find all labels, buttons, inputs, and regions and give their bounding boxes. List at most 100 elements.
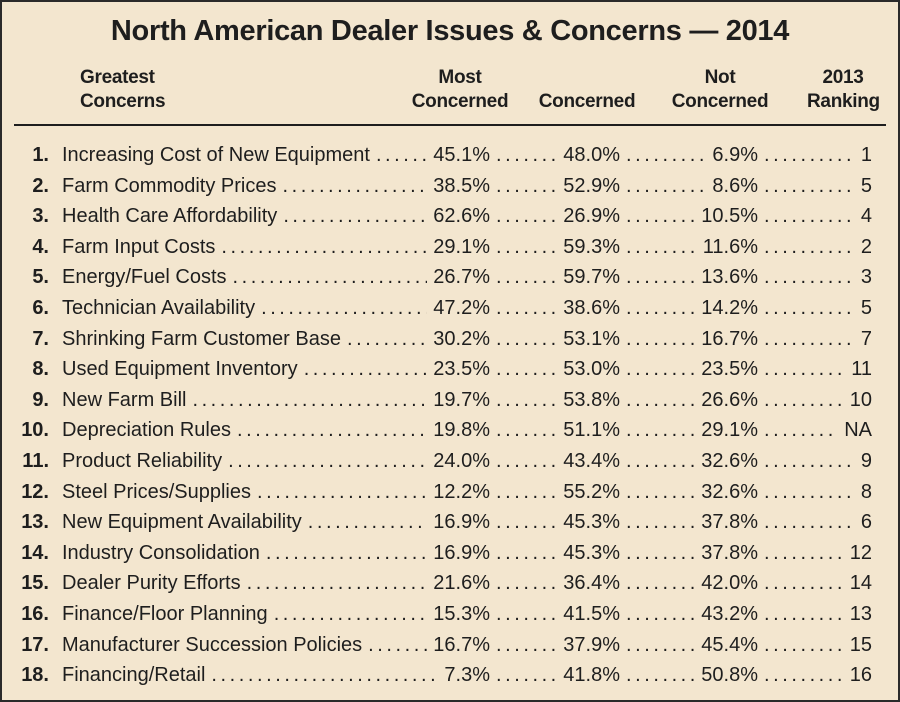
row-number: 18. bbox=[21, 664, 49, 687]
concerned-value: 41.8% bbox=[563, 664, 620, 687]
header-line: Most bbox=[438, 67, 482, 88]
leader-dots bbox=[496, 568, 557, 598]
ranking-2013-value: 12 bbox=[849, 541, 872, 564]
leader-dots bbox=[247, 568, 428, 598]
header-line: Concerned bbox=[538, 91, 636, 112]
most-concerned-value: 47.2% bbox=[433, 296, 490, 319]
table-row: 5. Energy/Fuel Costs 26.7% 59.7% 13.6% 3 bbox=[2, 262, 900, 293]
table-row: 6. Technician Availability 47.2% 38.6% 14.2%… bbox=[2, 293, 900, 324]
row-number: 4. bbox=[32, 235, 49, 258]
most-concerned-value: 16.9% bbox=[433, 511, 490, 534]
table-row: 11. Product Reliability 24.0% 43.4% 32.6% 9 bbox=[2, 446, 900, 477]
header-line: Concerns bbox=[80, 91, 166, 112]
ranking-2013-value: 5 bbox=[860, 296, 872, 319]
most-concerned-value: 16.7% bbox=[433, 633, 490, 656]
not-concerned-value: 32.6% bbox=[701, 480, 758, 503]
ranking-2013-value: 4 bbox=[860, 205, 872, 228]
table-title: North American Dealer Issues & Concerns … bbox=[110, 15, 790, 47]
leader-dots bbox=[626, 201, 695, 231]
most-concerned-value: 16.9% bbox=[433, 541, 490, 564]
row-number: 5. bbox=[32, 266, 49, 289]
row-number: 16. bbox=[21, 602, 49, 625]
concern-label: Depreciation Rules bbox=[62, 419, 231, 442]
leader-dots bbox=[228, 446, 427, 476]
not-concerned-value: 32.6% bbox=[701, 449, 758, 472]
concerns-table-body: 1. Increasing Cost of New Equipment 45.1% 4… bbox=[2, 140, 900, 691]
concern-label: Used Equipment Inventory bbox=[62, 358, 298, 381]
leader-dots bbox=[282, 171, 427, 201]
leader-dots bbox=[496, 140, 557, 170]
leader-dots bbox=[496, 293, 557, 323]
row-number: 15. bbox=[21, 572, 49, 595]
concerned-value: 52.9% bbox=[563, 174, 620, 197]
leader-dots bbox=[626, 140, 706, 170]
leader-dots bbox=[764, 660, 844, 690]
table-row: 18. Financing/Retail 7.3% 41.8% 50.8% 16 bbox=[2, 660, 900, 691]
leader-dots bbox=[764, 354, 845, 384]
leader-dots bbox=[274, 599, 428, 629]
leader-dots bbox=[764, 630, 844, 660]
concern-label: Health Care Affordability bbox=[62, 205, 278, 228]
not-concerned-value: 16.7% bbox=[701, 327, 758, 350]
concerned-value: 45.3% bbox=[563, 511, 620, 534]
table-row: 17. Manufacturer Succession Policies 16.7%… bbox=[2, 630, 900, 661]
row-number: 10. bbox=[21, 419, 49, 442]
header-line: 2013 bbox=[822, 67, 864, 88]
most-concerned-value: 12.2% bbox=[433, 480, 490, 503]
concerned-value: 45.3% bbox=[563, 541, 620, 564]
row-number: 11. bbox=[22, 449, 49, 472]
row-number: 9. bbox=[32, 388, 49, 411]
leader-dots bbox=[764, 538, 844, 568]
concerned-value: 26.9% bbox=[563, 205, 620, 228]
concerned-value: 53.8% bbox=[563, 388, 620, 411]
ranking-2013-value: 15 bbox=[849, 633, 872, 656]
most-concerned-value: 26.7% bbox=[433, 266, 490, 289]
concerned-value: 59.7% bbox=[563, 266, 620, 289]
not-concerned-value: 42.0% bbox=[701, 572, 758, 595]
leader-dots bbox=[192, 385, 427, 415]
concern-label: Financing/Retail bbox=[62, 664, 206, 687]
leader-dots bbox=[233, 262, 428, 292]
ranking-2013-value: 2 bbox=[860, 235, 872, 258]
leader-dots bbox=[221, 232, 427, 262]
not-concerned-value: 6.9% bbox=[712, 144, 758, 166]
ranking-2013-value: 9 bbox=[860, 449, 872, 472]
row-number: 8. bbox=[32, 358, 49, 381]
table-row: 14. Industry Consolidation 16.9% 45.3% 37.8%… bbox=[2, 538, 900, 569]
not-concerned-value: 50.8% bbox=[701, 664, 758, 687]
leader-dots bbox=[496, 446, 557, 476]
table-row: 2. Farm Commodity Prices 38.5% 52.9% 8.6% 5 bbox=[2, 171, 900, 202]
header-line: Not bbox=[704, 67, 736, 88]
leader-dots bbox=[496, 507, 557, 537]
leader-dots bbox=[764, 415, 838, 445]
leader-dots bbox=[308, 507, 428, 537]
ranking-2013-value: NA bbox=[844, 419, 872, 442]
concern-label: Finance/Floor Planning bbox=[62, 602, 268, 625]
leader-dots bbox=[764, 385, 844, 415]
concerned-value: 53.0% bbox=[563, 358, 620, 381]
leader-dots bbox=[496, 599, 557, 629]
not-concerned-value: 23.5% bbox=[701, 358, 758, 381]
ranking-2013-value: 1 bbox=[860, 144, 872, 166]
leader-dots bbox=[496, 477, 557, 507]
row-number: 1. bbox=[32, 144, 49, 166]
table-row: 3. Health Care Affordability 62.6% 26.9% 10.… bbox=[2, 201, 900, 232]
ranking-2013-value: 14 bbox=[849, 572, 872, 595]
leader-dots bbox=[626, 630, 695, 660]
leader-dots bbox=[237, 415, 427, 445]
leader-dots bbox=[496, 385, 557, 415]
not-concerned-value: 11.6% bbox=[702, 235, 758, 258]
concern-label: New Farm Bill bbox=[62, 388, 187, 411]
leader-dots bbox=[496, 324, 557, 354]
not-concerned-value: 29.1% bbox=[701, 419, 758, 442]
most-concerned-value: 29.1% bbox=[433, 235, 490, 258]
concern-label: Steel Prices/Supplies bbox=[62, 480, 251, 503]
not-concerned-value: 43.2% bbox=[701, 602, 758, 625]
leader-dots bbox=[764, 599, 844, 629]
concerned-value: 37.9% bbox=[563, 633, 620, 656]
leader-dots bbox=[496, 354, 557, 384]
row-number: 6. bbox=[32, 296, 49, 319]
concerned-value: 36.4% bbox=[563, 572, 620, 595]
leader-dots bbox=[626, 262, 695, 292]
